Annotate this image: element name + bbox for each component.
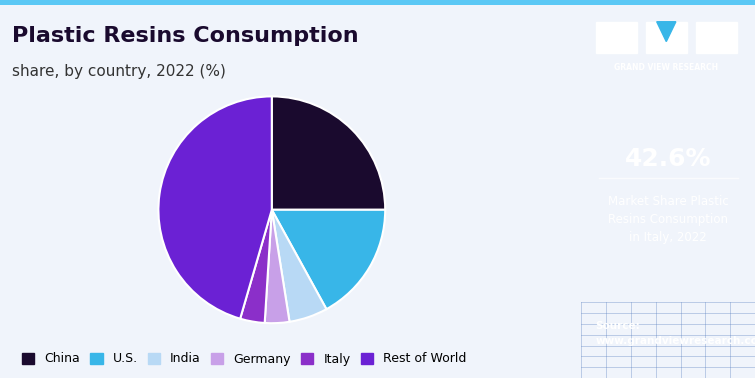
Text: Source:
www.grandviewresearch.com: Source: www.grandviewresearch.com bbox=[595, 321, 755, 346]
Wedge shape bbox=[272, 210, 385, 309]
Wedge shape bbox=[159, 96, 272, 319]
Text: GRAND VIEW RESEARCH: GRAND VIEW RESEARCH bbox=[615, 63, 718, 71]
Bar bbox=[696, 22, 737, 53]
Legend: China, U.S., India, Germany, Italy, Rest of World: China, U.S., India, Germany, Italy, Rest… bbox=[16, 346, 473, 372]
Text: 42.6%: 42.6% bbox=[625, 147, 711, 171]
Wedge shape bbox=[240, 210, 272, 323]
Text: share, by country, 2022 (%): share, by country, 2022 (%) bbox=[11, 64, 226, 79]
Wedge shape bbox=[272, 96, 385, 210]
Wedge shape bbox=[272, 210, 326, 322]
Wedge shape bbox=[265, 210, 289, 323]
Bar bbox=[646, 22, 687, 53]
Polygon shape bbox=[657, 22, 676, 42]
Text: Market Share Plastic
Resins Consumption
in Italy, 2022: Market Share Plastic Resins Consumption … bbox=[608, 195, 729, 244]
Bar bbox=[596, 22, 636, 53]
Text: Plastic Resins Consumption: Plastic Resins Consumption bbox=[11, 26, 359, 46]
